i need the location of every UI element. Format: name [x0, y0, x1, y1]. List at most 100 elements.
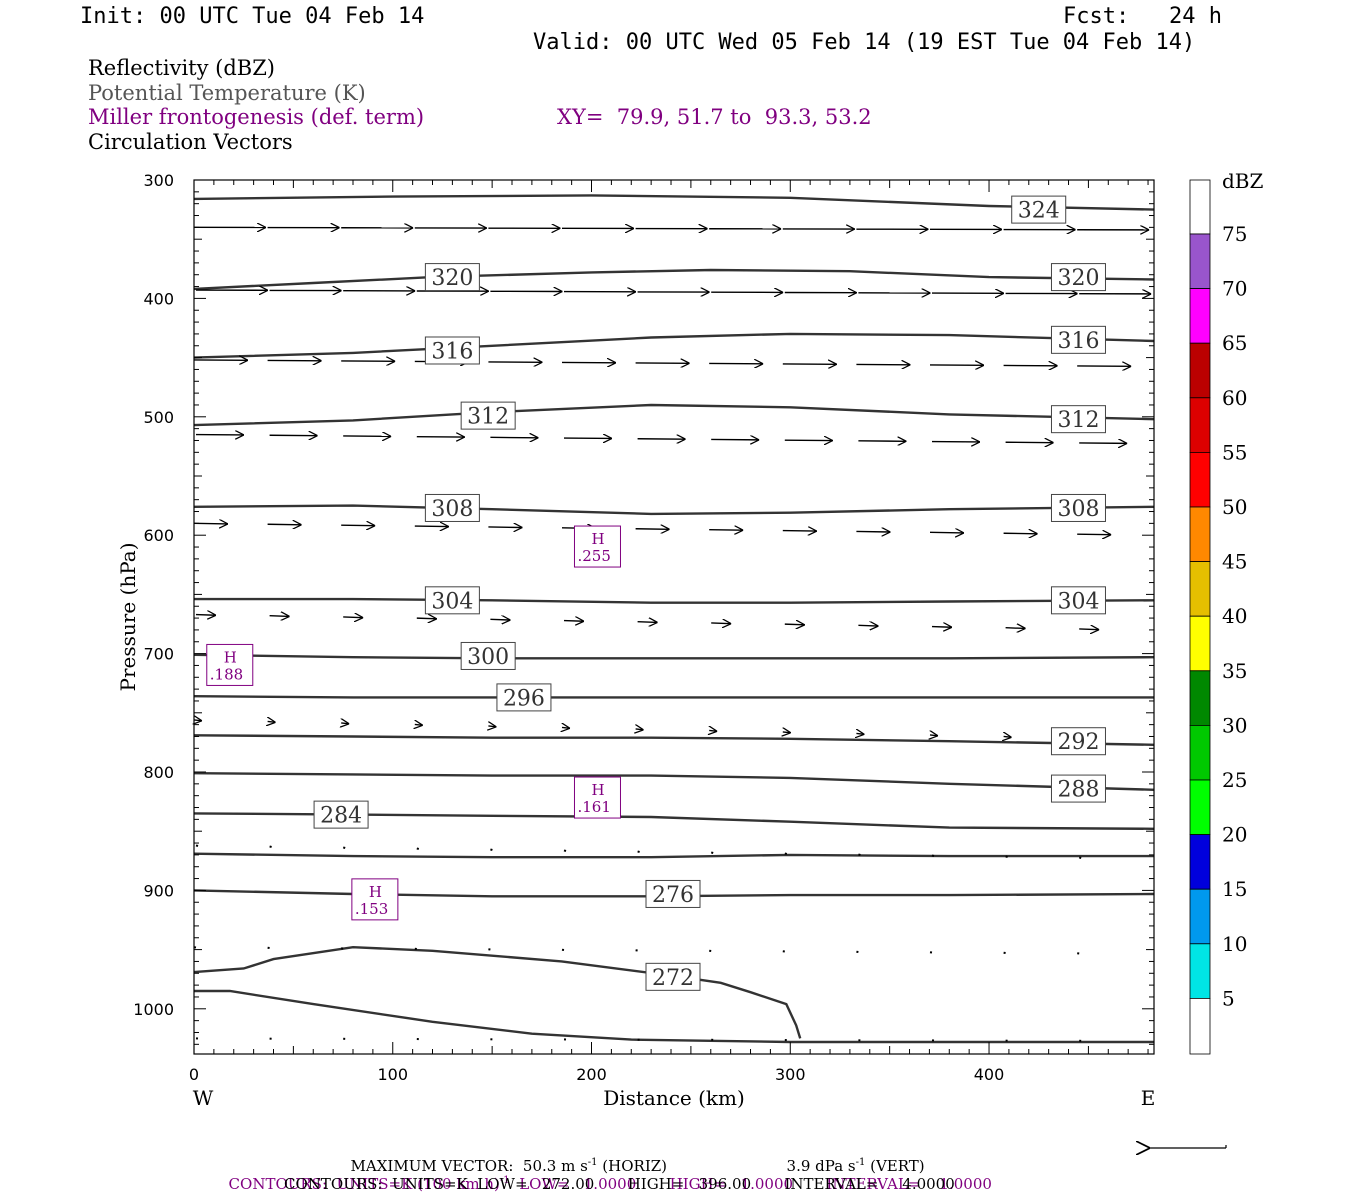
isentrope-label-box	[460, 641, 516, 670]
frontogenesis-high-box	[573, 525, 621, 568]
colorbar-cell	[1189, 998, 1211, 1055]
isentrope-280-line	[193, 852, 1154, 859]
colorbar-label: 75	[1222, 222, 1247, 246]
max-vector-vert: 3.9 dPa s	[786, 1157, 856, 1175]
isentrope-300-line	[193, 653, 1155, 660]
circulation-vector	[414, 526, 449, 527]
isentrope-label-box	[496, 683, 552, 712]
colorbar-cell	[1189, 834, 1211, 890]
isentrope-label: 304	[1057, 589, 1099, 614]
isentrope-label-box	[424, 493, 480, 522]
circulation-vector	[563, 621, 584, 622]
colorbar-label: 15	[1222, 877, 1247, 901]
colorbar-cell	[1189, 561, 1211, 617]
isentrope-288-line	[193, 772, 1155, 791]
isentrope-label-box	[1050, 727, 1106, 756]
circulation-vector	[488, 527, 522, 528]
x-tick-label: 200	[576, 1065, 607, 1084]
colorbar-cell	[1189, 506, 1211, 562]
colorbar-cell	[1189, 342, 1211, 399]
colorbar-label: 25	[1222, 768, 1247, 792]
isentrope-label-box	[1050, 325, 1106, 354]
colorbar-cell	[1189, 779, 1211, 835]
isentrope-312-line	[193, 403, 1155, 427]
colorbar-label: 50	[1222, 495, 1247, 519]
x-tick-label: 400	[974, 1065, 1005, 1084]
frontogenesis-high-marker: H	[591, 530, 604, 548]
frontogenesis-high-value: .153	[355, 900, 388, 918]
circulation-vector	[782, 531, 817, 532]
circulation-vector	[562, 727, 570, 728]
isentrope-label-box	[424, 263, 480, 292]
circulation-vector	[1079, 629, 1099, 630]
x-tick-label: 300	[775, 1065, 806, 1084]
isentrope-label: 312	[467, 405, 509, 430]
frontogenesis-contour-note: CONTOURS: UNITS=K (100 km h)-1 LOW= 1.00…	[219, 1157, 992, 1193]
colorbar-label: 10	[1222, 932, 1247, 956]
circulation-vector	[637, 850, 640, 853]
colorbar-cell	[1189, 451, 1211, 508]
y-tick-label: 500	[143, 408, 174, 427]
colorbar-label: 70	[1222, 277, 1247, 301]
colorbar-cell	[1189, 615, 1211, 672]
max-vector-exp1: -1	[587, 1157, 598, 1168]
frontogenesis-high-value: .161	[577, 798, 610, 816]
frontogenesis-contour-exp: -1	[499, 1175, 510, 1186]
max-vector-vert-tag: (VERT)	[865, 1157, 925, 1175]
east-label: E	[1141, 1086, 1156, 1110]
cross-section-endpoints: XY= 79.9, 51.7 to 93.3, 53.2	[557, 105, 872, 129]
frontogenesis-high-value: .255	[577, 547, 610, 565]
colorbar-label: 45	[1222, 550, 1247, 574]
theta-contour-note: CONTOURS: UNITS=K LOW= 272.00 HIGH= 396.…	[284, 1175, 955, 1193]
circulation-vector	[784, 852, 788, 855]
circulation-vector	[930, 735, 938, 736]
isentrope-label: 320	[1057, 266, 1099, 291]
colorbar-label: 55	[1222, 440, 1247, 464]
colorbar-label: 20	[1222, 823, 1247, 847]
circulation-vector	[710, 851, 714, 854]
frontogenesis-contour-units: CONTOURS: UNITS=K (100 km h)	[228, 1175, 500, 1193]
isentrope-label: 324	[1018, 199, 1060, 224]
frontogenesis-high-box	[351, 878, 399, 921]
isentrope-label-box	[1050, 493, 1106, 522]
plot-frame	[193, 179, 1155, 1055]
colorbar-label: 40	[1222, 604, 1247, 628]
isentrope-320-line	[193, 268, 1155, 291]
isentrope-label: 292	[1057, 730, 1099, 755]
isentrope-label: 308	[431, 497, 473, 522]
circulation-vector	[341, 723, 349, 724]
circulation-vector	[416, 847, 420, 850]
frontogenesis-high-value: .188	[210, 665, 243, 683]
colorbar-cell	[1189, 725, 1211, 781]
isentrope-layer	[193, 194, 1155, 1044]
colorbar-cell	[1189, 179, 1211, 235]
circulation-vector	[635, 529, 670, 530]
vector-layer	[194, 227, 1151, 1042]
circulation-vector	[490, 848, 493, 851]
max-vector-note: MAXIMUM VECTOR: 50.3 m s-1 (HORIZ)	[341, 1139, 667, 1175]
circulation-vector	[269, 616, 290, 617]
circulation-vector	[858, 853, 861, 856]
isentrope-label: 288	[1057, 778, 1099, 803]
isentrope-lowest-line	[194, 989, 1154, 1044]
isentrope-label-box	[1050, 586, 1106, 615]
circulation-vector	[709, 730, 717, 731]
circulation-vector	[1003, 533, 1038, 534]
isentrope-label: 272	[652, 966, 694, 991]
circulation-vector	[194, 720, 202, 721]
frontogenesis-high-marker: H	[591, 781, 604, 799]
isentrope-label: 300	[467, 645, 509, 670]
isentrope-label-layer: 324 320 320 316 316 312 312 308 308 304 304 300 296 2…	[313, 195, 1106, 991]
circulation-vector	[784, 624, 805, 625]
axis-ticks	[193, 179, 1154, 1054]
isentrope-272-line	[193, 945, 802, 1039]
y-tick-label: 700	[143, 645, 174, 664]
circulation-vector	[490, 619, 510, 620]
colorbar-label: 60	[1222, 386, 1247, 410]
isentrope-label-box	[1050, 263, 1106, 292]
frontogenesis-high-marker: H	[224, 648, 237, 666]
colorbar-cell	[1189, 397, 1211, 453]
circulation-vector	[343, 617, 363, 618]
